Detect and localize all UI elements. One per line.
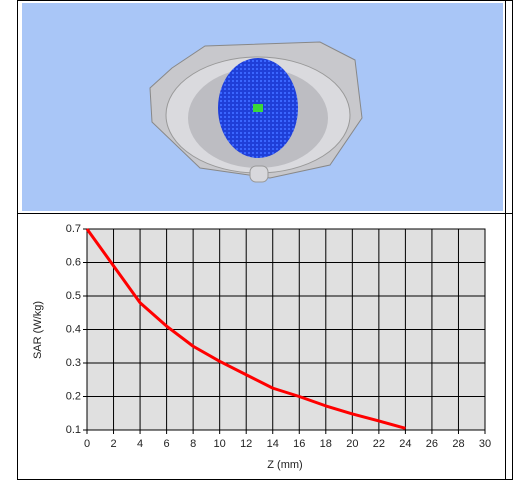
y-tick-label: 0.7 <box>66 223 81 235</box>
plot-frame <box>86 228 486 431</box>
y-tick-label: 0.3 <box>66 357 81 369</box>
x-tick-label: 18 <box>320 438 332 450</box>
y-tick-label: 0.6 <box>66 256 81 268</box>
x-tick-label: 24 <box>399 438 411 450</box>
data-line <box>85 228 406 430</box>
y-tick-label: 0.4 <box>66 323 81 335</box>
x-tick-label: 8 <box>190 438 196 450</box>
x-tick-label: 26 <box>426 438 438 450</box>
x-tick-label: 10 <box>214 438 226 450</box>
y-tick-label: 0.1 <box>66 424 81 436</box>
y-tick-label: 0.5 <box>66 290 81 302</box>
y-axis-label: SAR (W/kg) <box>32 301 44 359</box>
x-tick-label: 28 <box>452 438 464 450</box>
y-tick-label: 0.2 <box>66 390 81 402</box>
x-tick-label: 14 <box>267 438 279 450</box>
x-tick-label: 16 <box>293 438 305 450</box>
x-tick-label: 20 <box>346 438 358 450</box>
phantom-image <box>22 3 503 211</box>
x-tick-label: 0 <box>84 438 90 450</box>
x-tick-label: 30 <box>479 438 491 450</box>
x-tick-label: 4 <box>137 438 143 450</box>
x-tick-label: 22 <box>373 438 385 450</box>
x-axis-label: Z (mm) <box>267 459 302 471</box>
x-tick-label: 2 <box>110 438 116 450</box>
x-tick-label: 12 <box>240 438 252 450</box>
x-tick-label: 6 <box>164 438 170 450</box>
